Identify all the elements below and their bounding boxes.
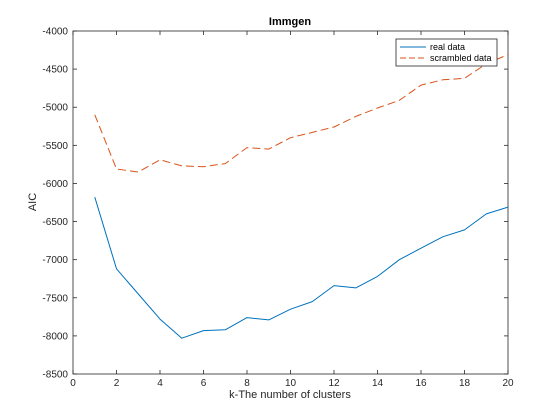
y-tick-label: -8000	[42, 331, 68, 342]
y-tick-label: -8500	[42, 370, 68, 381]
plot-area	[72, 30, 509, 375]
x-tick-label: 12	[328, 378, 340, 389]
y-axis-label: AIC	[27, 193, 39, 211]
y-tick-label: -7500	[42, 293, 68, 304]
x-tick-label: 6	[201, 378, 207, 389]
y-tick-label: -6000	[42, 179, 68, 190]
x-axis-label: k-The number of clusters	[229, 389, 351, 401]
legend-box	[395, 38, 498, 67]
chart-title: Immgen	[269, 16, 311, 28]
series-line-real-data	[94, 197, 509, 339]
x-tick-label: 16	[415, 378, 427, 389]
y-tick-label: -5000	[42, 103, 68, 114]
legend-entry: scrambled data	[430, 53, 492, 63]
x-tick-label: 10	[285, 378, 297, 389]
series-line-scrambled-data	[94, 54, 509, 173]
y-tick-label: -6500	[42, 217, 68, 228]
x-tick-label: 4	[157, 378, 163, 389]
y-tick-label: -4500	[42, 65, 68, 76]
y-tick-label: -4000	[42, 27, 68, 38]
legend-entry: real data	[430, 42, 465, 52]
x-tick-label: 14	[372, 378, 384, 389]
y-tick-label: -5500	[42, 141, 68, 152]
x-tick-label: 18	[459, 378, 471, 389]
x-tick-label: 2	[114, 378, 120, 389]
x-tick-label: 8	[244, 378, 250, 389]
x-tick-label: 20	[502, 378, 514, 389]
y-tick-label: -7000	[42, 255, 68, 266]
x-tick-label: 0	[70, 378, 76, 389]
